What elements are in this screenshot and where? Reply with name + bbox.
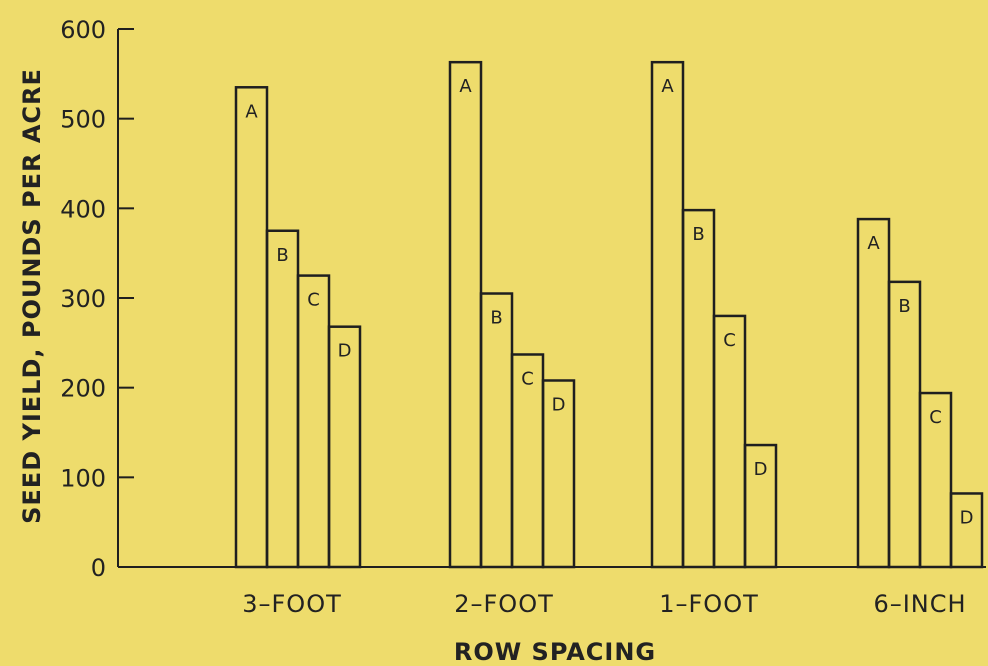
bar-series-label: C xyxy=(929,407,942,428)
y-tick-label: 600 xyxy=(60,16,106,44)
y-axis-ticks: 0 100 200 300 400 500 600 xyxy=(60,16,134,582)
bar-series-label: D xyxy=(754,459,768,480)
y-tick-label: 300 xyxy=(60,285,106,313)
bar-series-label: A xyxy=(867,233,880,254)
bar-series-label: D xyxy=(960,507,974,528)
x-category-label: 3–FOOT xyxy=(242,590,342,618)
x-category-label: 2–FOOT xyxy=(454,590,554,618)
bar-series-label: B xyxy=(490,308,502,329)
y-tick-label: 500 xyxy=(60,106,106,134)
y-tick-label: 400 xyxy=(60,195,106,223)
bar-series-label: B xyxy=(898,296,910,317)
bar-series-label: B xyxy=(692,224,704,245)
bar-series-label: A xyxy=(245,101,258,122)
y-axis-title: SEED YIELD, POUNDS PER ACRE xyxy=(18,68,46,524)
y-tick-label: 0 xyxy=(91,554,106,582)
bar-series-label: C xyxy=(307,290,320,311)
bar-series-label: D xyxy=(338,341,352,362)
x-axis-title: ROW SPACING xyxy=(454,638,656,666)
bar-series-label: A xyxy=(459,76,472,97)
bar-series-label: A xyxy=(661,76,674,97)
bar-group: A B C D xyxy=(650,60,778,569)
x-category-label: 1–FOOT xyxy=(659,590,759,618)
bar-series-label: D xyxy=(552,394,566,415)
bar-series-label: B xyxy=(276,245,288,266)
y-tick-label: 100 xyxy=(60,464,106,492)
bar-series-label: C xyxy=(723,330,736,351)
x-category-label: 6–INCH xyxy=(873,590,966,618)
bar-series-label: C xyxy=(521,368,534,389)
x-axis-category-labels: 3–FOOT 2–FOOT 1–FOOT 6–INCH xyxy=(242,590,966,618)
y-tick-label: 200 xyxy=(60,375,106,403)
